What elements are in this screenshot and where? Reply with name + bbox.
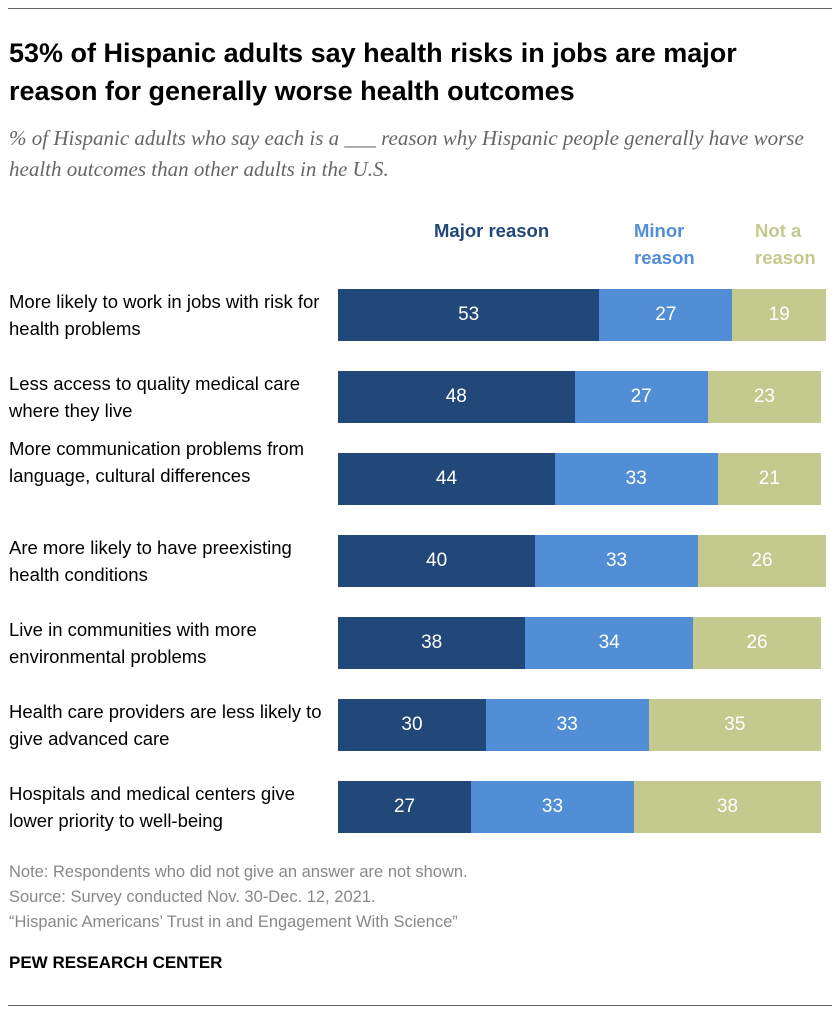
bar-segment: [485, 699, 649, 751]
legend-minor-reason: Minor reason: [634, 220, 695, 268]
bar-segment: [338, 371, 575, 423]
data-label: 33: [556, 714, 578, 735]
data-label: 19: [768, 304, 790, 325]
data-label: 38: [716, 796, 739, 817]
data-label: 35: [724, 714, 746, 735]
bar-segment: [338, 289, 600, 341]
bar-segment: [338, 535, 536, 587]
report-title: “Hispanic Americans’ Trust in and Engage…: [9, 913, 458, 931]
bar-segment: [717, 453, 822, 505]
data-label: 38: [421, 632, 443, 653]
data-label: 26: [751, 550, 773, 571]
bar-segment: [732, 289, 827, 341]
chart-subtitle: % of Hispanic adults who say each is a _…: [9, 126, 804, 181]
legend-major-reason: Major reason: [434, 220, 550, 241]
bar-segment: [697, 535, 827, 587]
source: Source: Survey conducted Nov. 30-Dec. 12…: [9, 888, 376, 906]
data-label: 27: [655, 304, 677, 325]
bar-segment: [692, 617, 822, 669]
data-label: 30: [401, 714, 423, 735]
data-label: 53: [458, 304, 480, 325]
bar-segment: [535, 535, 698, 587]
legend-not-a-reason: Not a reason: [755, 220, 816, 268]
category-label: Hospitals and medical centers give lower…: [9, 783, 295, 831]
category-label: More communication problems from languag…: [9, 438, 305, 486]
category-label: Live in communities with more environmen…: [9, 619, 257, 667]
bar-segment: [707, 371, 822, 423]
data-label: 40: [426, 550, 448, 571]
bar-segment: [338, 617, 526, 669]
data-label: 44: [435, 468, 458, 489]
data-label: 27: [630, 386, 652, 407]
data-label: 23: [753, 386, 775, 407]
category-label: Are more likely to have preexisting heal…: [9, 537, 292, 585]
bar-segment: [525, 617, 693, 669]
chart-title: 53% of Hispanic adults say health risks …: [9, 38, 737, 106]
bar-segment: [574, 371, 708, 423]
data-label: 21: [758, 468, 780, 489]
category-label: Health care providers are less likely to…: [9, 701, 322, 749]
data-label: 26: [746, 632, 768, 653]
data-label: 33: [605, 550, 628, 571]
bar-segment: [633, 781, 822, 833]
bar-segment: [648, 699, 822, 751]
category-label: More likely to work in jobs with risk fo…: [9, 291, 320, 339]
bar-segment: [599, 289, 733, 341]
bar-segment: [471, 781, 634, 833]
bar-segment: [554, 453, 718, 505]
brand-logo: PEW RESEARCH CENTER: [9, 953, 223, 972]
data-label: 34: [598, 632, 620, 653]
bottom-rule: [8, 1005, 832, 1006]
data-label: 33: [541, 796, 564, 817]
data-label: 48: [445, 386, 467, 407]
data-label: 33: [625, 468, 647, 489]
bar-segment: [338, 781, 472, 833]
category-label: Less access to quality medical care wher…: [9, 373, 300, 421]
bar-segment: [338, 453, 555, 505]
note: Note: Respondents who did not give an an…: [9, 863, 468, 881]
data-label: 27: [393, 796, 416, 817]
top-rule: [8, 8, 832, 9]
bar-segment: [338, 699, 486, 751]
